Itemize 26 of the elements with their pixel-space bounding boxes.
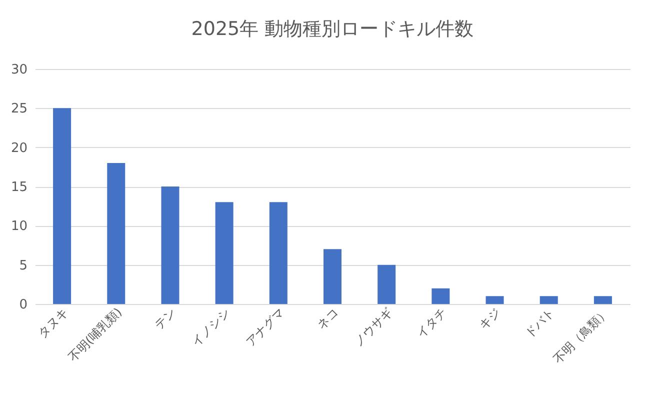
- y-tick-label: 0: [19, 298, 28, 312]
- y-tick-label: 10: [10, 219, 28, 234]
- bar: [215, 202, 234, 304]
- bar: [378, 264, 396, 304]
- bar: [53, 108, 72, 304]
- chart-title: 2025年 動物種別ロードキル件数: [191, 18, 474, 40]
- y-tick-label: 20: [10, 140, 28, 156]
- bar: [594, 296, 612, 304]
- bar: [486, 296, 504, 304]
- bar: [540, 296, 558, 304]
- x-tick-label: ノウサギ: [351, 305, 396, 349]
- x-tick-label: イタチ: [414, 305, 450, 340]
- y-tick-label: 25: [10, 102, 28, 117]
- bar: [269, 202, 288, 304]
- bar: [324, 249, 342, 304]
- x-tick-label: テン: [152, 305, 179, 332]
- y-tick-label: 15: [10, 180, 28, 195]
- y-tick-label: 30: [10, 62, 28, 78]
- y-tick-label: 5: [19, 258, 28, 274]
- x-tick-label: ネコ: [314, 305, 341, 332]
- x-tick-label: アナグマ: [243, 305, 287, 349]
- x-tick-label: イノシシ: [188, 305, 233, 349]
- x-tick-label: キジ: [476, 305, 504, 332]
- bar: [161, 186, 180, 304]
- bar: [107, 163, 126, 304]
- bar: [432, 288, 450, 304]
